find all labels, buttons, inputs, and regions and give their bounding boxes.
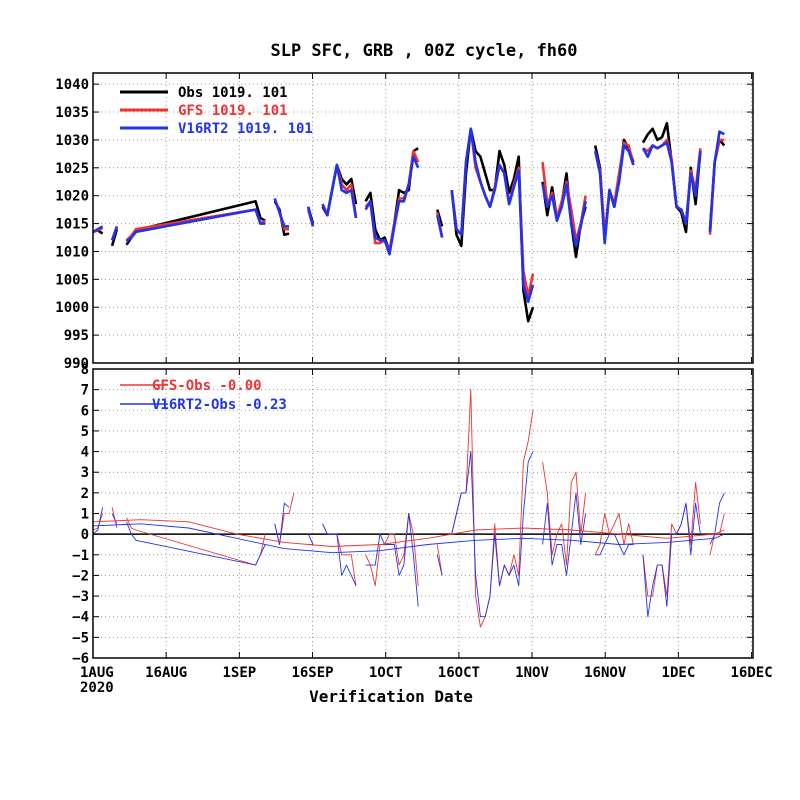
y-tick-label: −2 <box>72 568 89 584</box>
y-tick-label: 4 <box>81 445 89 461</box>
series-line-v16rt2 <box>93 127 725 303</box>
y-tick-label: 6 <box>81 403 89 419</box>
y-tick-label: 7 <box>81 383 89 399</box>
x-axis-label: Verification Date <box>309 687 473 706</box>
y-tick-label: −1 <box>72 548 89 564</box>
y-tick-label: 2 <box>81 486 89 502</box>
x-tick-label: 1NOV <box>515 665 549 681</box>
y-tick-label: −6 <box>72 651 89 667</box>
x-tick-label: 1AUG <box>80 665 114 681</box>
legend-label: GFS-Obs -0.00 <box>152 378 262 394</box>
y-tick-label: 1015 <box>55 217 89 233</box>
plot-frame <box>92 72 754 364</box>
y-tick-label: 5 <box>81 424 89 440</box>
y-tick-label: 1030 <box>55 133 89 149</box>
x-tick-label: 16NOV <box>584 665 627 681</box>
y-tick-label: 3 <box>81 465 89 481</box>
y-tick-label: −5 <box>72 630 89 646</box>
series-group <box>93 121 726 323</box>
y-tick-label: 0 <box>81 527 89 543</box>
legend-label: V16RT2-Obs -0.23 <box>152 397 287 413</box>
series-line-v16rt2-obs-mean <box>93 523 725 554</box>
y-tick-label: 990 <box>64 356 89 372</box>
legend-label: GFS 1019. 101 <box>178 103 288 119</box>
x-tick-label: 1SEP <box>222 665 256 681</box>
x-tick-label: 16DEC <box>730 665 772 681</box>
y-tick-label: 1040 <box>55 77 89 93</box>
y-tick-label: 8 <box>81 362 89 378</box>
y-tick-label: 1035 <box>55 105 89 121</box>
bottom-panel: −6 −5 −4 −3 −2 −1 0 1 2 3 4 5 6 7 8 GFS-Obs -0.00 V16RT2… <box>72 362 754 667</box>
chart-title: SLP SFC, GRB , 00Z cycle, fh60 <box>270 41 577 61</box>
x-tick-label: 1DEC <box>662 665 696 681</box>
series-line-gfs-obs-mean <box>93 519 725 547</box>
x-year-label: 2020 <box>80 680 114 696</box>
series-line-gfs-obs <box>93 389 725 628</box>
x-tick-label: 16SEP <box>291 665 333 681</box>
y-tick-label: 1005 <box>55 272 89 288</box>
top-panel: 990 995 1000 1005 1010 1015 1020 1025 1030 1035 10… <box>55 72 754 372</box>
y-tick-label: −3 <box>72 589 89 605</box>
x-tick-label: 16OCT <box>438 665 480 681</box>
legend-label: Obs 1019. 101 <box>178 85 288 101</box>
y-tick-label: 1000 <box>55 300 89 316</box>
y-tick-label: 1010 <box>55 244 89 260</box>
y-tick-label: 1 <box>81 507 89 523</box>
x-tick-label: 16AUG <box>145 665 187 681</box>
plot-frame <box>92 368 754 659</box>
legend-label: V16RT2 1019. 101 <box>178 121 313 137</box>
y-tick-label: −4 <box>72 610 89 626</box>
y-tick-label: 995 <box>64 328 89 344</box>
y-tick-label: 1020 <box>55 189 89 205</box>
x-tick-label: 1OCT <box>369 665 403 681</box>
y-tick-label: 1025 <box>55 161 89 177</box>
x-tick-labels: 1AUG 16AUG 1SEP 16SEP 1OCT 16OCT 1NOV 16NOV 1DEC… <box>80 665 773 681</box>
series-group <box>93 389 725 628</box>
